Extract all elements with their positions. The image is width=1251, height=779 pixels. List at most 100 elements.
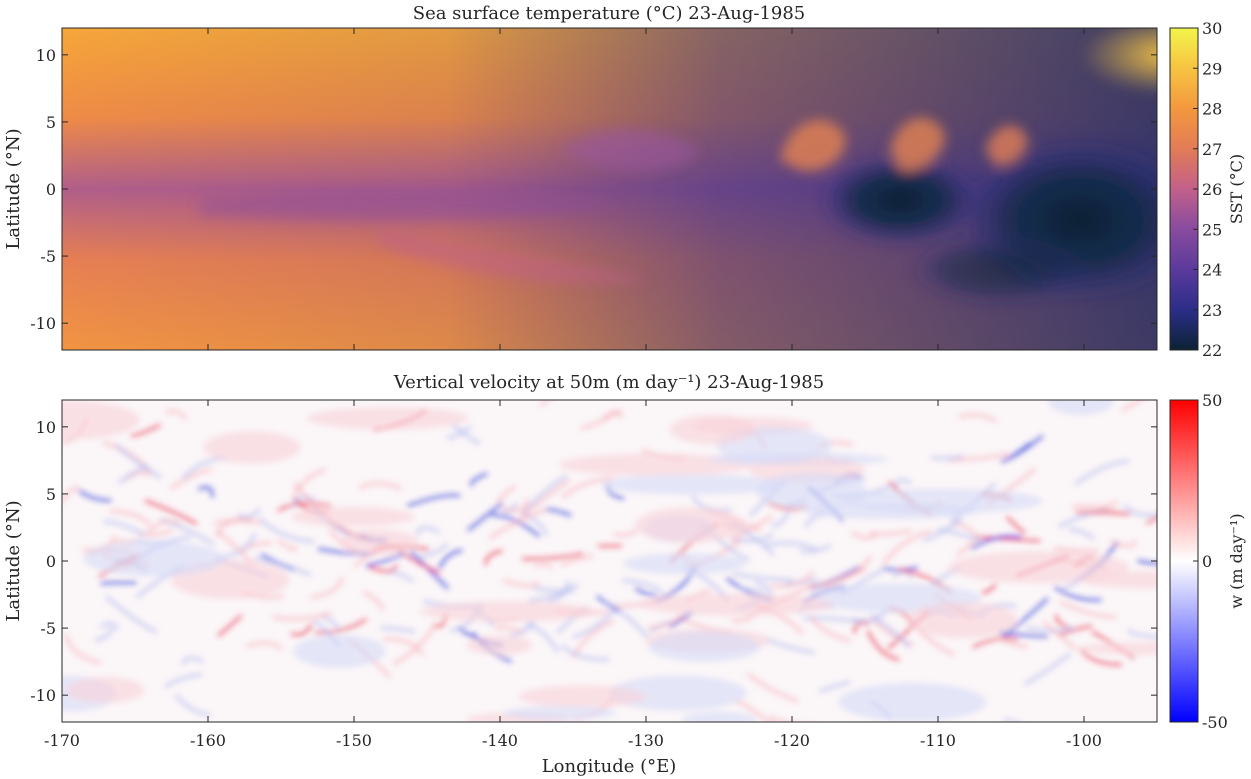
x-tick-label: -150 <box>336 731 372 750</box>
colorbar-tick-label: 30 <box>1202 19 1222 38</box>
w-filament <box>491 513 540 537</box>
w-filament <box>1059 600 1117 619</box>
w-filament <box>452 423 481 445</box>
w-filament <box>548 580 570 602</box>
w-filament <box>181 656 204 666</box>
w-filament <box>321 613 341 630</box>
y-tick-label: 10 <box>36 46 56 65</box>
w-filament <box>981 583 997 595</box>
w-filament <box>277 502 332 512</box>
w-filament <box>259 517 315 544</box>
y-tick-label: 5 <box>46 485 56 504</box>
w-filament <box>958 413 997 423</box>
w-filament <box>1137 559 1157 565</box>
w-filament <box>502 578 540 588</box>
w-filament <box>602 410 624 420</box>
w-filament <box>467 502 504 531</box>
x-tick-label: -170 <box>44 731 80 750</box>
w-filament <box>103 519 145 536</box>
w-patch <box>838 682 987 722</box>
w-patch <box>307 407 469 430</box>
w-filament <box>115 444 162 479</box>
w-filament <box>561 644 610 662</box>
w-filament <box>732 572 793 582</box>
w-filament <box>528 582 579 603</box>
w-patch <box>62 400 140 440</box>
w-filament <box>545 508 572 517</box>
w-patch <box>669 414 755 445</box>
w-filament <box>799 544 832 554</box>
w-patch <box>339 529 419 555</box>
w-colorbar-label: w (m day⁻¹) <box>1227 513 1246 608</box>
w-xlabel: Longitude (°E) <box>542 756 677 777</box>
colorbar-tick-label: 22 <box>1202 341 1222 360</box>
w-patch <box>948 551 1130 584</box>
x-tick-label: -160 <box>190 731 226 750</box>
colorbar-tick-label: 0 <box>1202 552 1212 571</box>
w-filament <box>496 485 517 504</box>
w-patch <box>503 706 616 721</box>
w-filament <box>198 486 214 498</box>
w-filament <box>78 489 112 502</box>
w-filament <box>648 613 688 630</box>
w-filament <box>972 637 1019 648</box>
w-filament <box>572 605 619 639</box>
w-title: Vertical velocity at 50m (m day⁻¹) 23-Au… <box>393 372 824 393</box>
w-patch <box>681 711 757 722</box>
w-filament <box>770 511 790 528</box>
w-filament <box>494 625 525 634</box>
w-filament <box>734 698 772 722</box>
w-filament <box>853 621 870 634</box>
w-filament <box>613 529 638 538</box>
w-filament <box>438 549 463 570</box>
w-filament <box>996 635 1029 648</box>
w-patch <box>608 675 747 711</box>
w-filament <box>730 515 773 542</box>
w-filament <box>604 600 649 639</box>
w-filament <box>63 633 102 665</box>
w-patch <box>803 502 978 520</box>
w-patch <box>1080 571 1157 589</box>
w-filament <box>851 531 878 540</box>
w-filament <box>499 502 518 515</box>
w-filament <box>1123 504 1157 517</box>
w-patch <box>1048 400 1114 416</box>
w-filament <box>1058 509 1108 529</box>
w-filament <box>369 564 398 573</box>
w-filament <box>117 464 148 485</box>
w-filament <box>937 527 982 542</box>
w-patch <box>1077 642 1157 655</box>
w-filament <box>407 494 461 507</box>
w-filament <box>218 533 257 560</box>
y-tick-label: -5 <box>40 619 56 638</box>
w-filament <box>310 577 345 599</box>
w-filament <box>100 621 119 630</box>
w-filament <box>447 425 472 440</box>
w-filament <box>503 498 530 513</box>
x-tick-label: -110 <box>920 731 956 750</box>
w-filament <box>522 552 584 561</box>
w-x-axis: -170 -160 -150 -140 -130 -120 -110 -100 <box>44 400 1102 750</box>
w-filament <box>292 496 316 508</box>
w-filament <box>387 570 414 583</box>
w-filament <box>809 616 851 643</box>
w-filament <box>1053 546 1099 553</box>
w-patch <box>558 453 754 477</box>
colorbar-tick-label: 24 <box>1202 261 1222 280</box>
w-colorbar-ticks: 50 0 -50 <box>1193 391 1228 732</box>
w-filament <box>407 543 449 561</box>
sst-title: Sea surface temperature (°C) 23-Aug-1985 <box>413 3 806 24</box>
w-filament <box>519 479 570 518</box>
w-patch <box>66 676 145 704</box>
y-tick-label: 5 <box>46 113 56 132</box>
w-filament <box>246 641 283 650</box>
w-filament <box>109 509 152 526</box>
w-patch <box>291 506 415 527</box>
w-filament <box>272 611 332 621</box>
w-filament <box>147 519 182 534</box>
colorbar-tick-label: 27 <box>1202 140 1222 159</box>
w-patch <box>600 474 786 495</box>
w-patch <box>293 634 386 668</box>
w-filament <box>1079 648 1122 666</box>
w-filament <box>174 694 211 717</box>
